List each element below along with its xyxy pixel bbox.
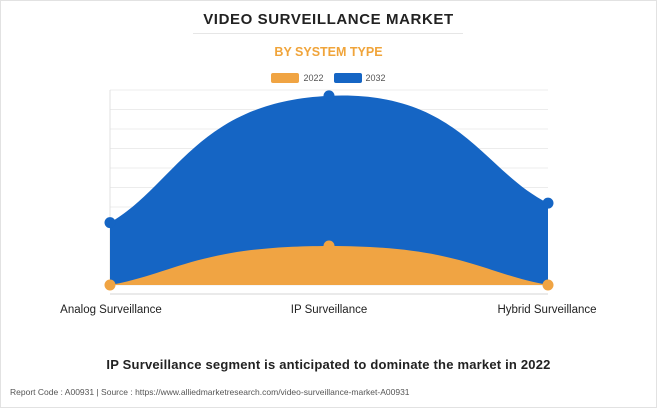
point-2022-analog-surveillance (104, 279, 116, 291)
point-2032-analog-surveillance (104, 217, 116, 229)
area-series-2032 (110, 95, 548, 286)
point-2032-hybrid-surveillance (542, 197, 554, 209)
legend-label-2022: 2022 (303, 73, 324, 83)
key-finding: IP Surveillance segment is anticipated t… (106, 357, 551, 372)
x-tick-label: Analog Surveillance (60, 304, 162, 316)
title-divider (193, 33, 463, 34)
legend-swatch-2022 (271, 73, 300, 83)
point-2022-hybrid-surveillance (542, 279, 554, 291)
chart-legend: 2022 2032 (0, 72, 657, 84)
legend-swatch-2032 (333, 73, 362, 83)
area-series-2022 (110, 246, 548, 285)
legend-item-2032[interactable]: 2032 (333, 73, 386, 83)
point-2022-ip-surveillance (323, 240, 335, 252)
chart-title: VIDEO SURVEILLANCE MARKET (203, 11, 454, 28)
legend-label-2032: 2032 (365, 73, 386, 83)
x-tick-label: IP Surveillance (291, 304, 368, 316)
chart-subtitle: BY SYSTEM TYPE (274, 45, 383, 59)
source-footer: Report Code : A00931 | Source : https://… (10, 387, 410, 397)
x-tick-label: Hybrid Surveillance (497, 304, 596, 316)
point-2032-ip-surveillance (323, 90, 335, 102)
legend-item-2022[interactable]: 2022 (271, 73, 324, 83)
